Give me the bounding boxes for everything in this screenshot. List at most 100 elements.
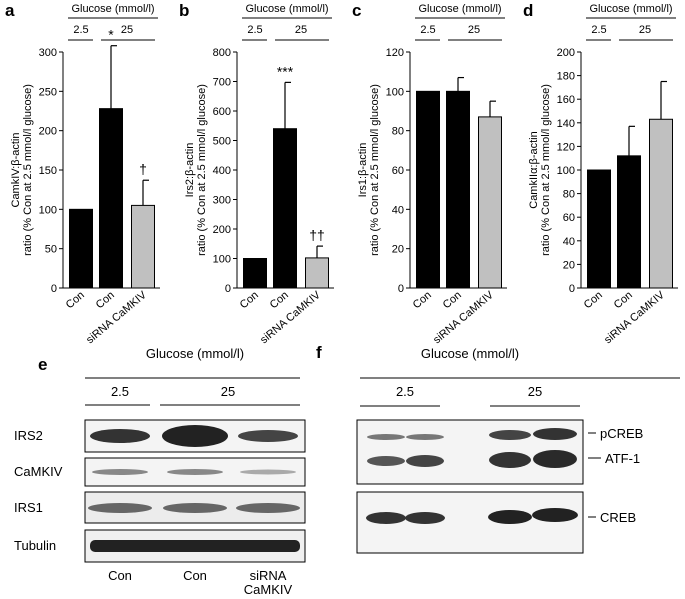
bar [131,204,155,289]
y-tick-label: 250 [39,86,57,98]
significance: †† [309,227,325,243]
group-label: 2.5 [247,24,262,36]
panel-label: a [5,1,15,20]
row-label: CaMKIV [14,464,63,479]
x-tick-label: Con [94,289,117,311]
bar [243,258,267,289]
y-tick-label: 160 [557,94,575,106]
x-tick-label: siRNA CaMKIV [84,289,149,347]
bar [649,118,673,289]
header: Glucose (mmol/l) [589,3,672,15]
panel-label: b [179,1,189,20]
bar [587,169,611,289]
y-tick-label: 500 [213,136,231,148]
band-label: ATF-1 [605,451,640,466]
band [533,450,577,468]
band [489,452,531,468]
band [163,503,227,513]
band [406,434,444,440]
y-tick-label: 140 [557,118,575,130]
x-tick-label: Con [238,289,261,311]
y-tick-label: 60 [563,212,575,224]
band [88,503,152,513]
significance: *** [277,63,294,79]
y-axis-label: ratio (% Con at 2.5 mmol/l glucose) [196,84,208,256]
lane-label: siRNA [250,568,287,583]
group-label: 25 [295,24,307,36]
y-tick-label: 60 [392,165,404,177]
lane-label: Con [183,568,207,583]
y-axis-label: ratio (% Con at 2.5 mmol/l glucose) [22,84,34,256]
y-tick-label: 80 [392,126,404,138]
y-tick-label: 400 [213,165,231,177]
y-tick-label: 100 [386,86,404,98]
group-label: 25 [639,24,651,36]
y-tick-label: 100 [557,165,575,177]
bar [305,257,329,289]
x-tick-label: Con [612,289,635,311]
y-tick-label: 600 [213,106,231,118]
group-label: 2.5 [73,24,88,36]
band [90,540,300,552]
panel-label: e [38,355,47,374]
bar [446,90,470,289]
y-axis-label: ratio (% Con at 2.5 mmol/l glucose) [369,84,381,256]
band [533,428,577,440]
panel-label: c [352,1,361,20]
blot-e: e Glucose (mmol/l) 2.5 25 IRS2 CaMKIV IR… [14,346,306,597]
y-axis-label: ratio (% Con at 2.5 mmol/l glucose) [540,84,552,256]
band [367,434,405,440]
band [406,455,444,467]
header: Glucose (mmol/l) [245,3,328,15]
y-tick-label: 0 [51,283,57,295]
lane-label: CaMKIV [244,582,293,597]
y-axis-label: CamkIV:β-actin [10,133,22,208]
band [90,429,150,443]
blot-f: f Glucose (mmol/l) 2.5 25 pCREB ATF-1 CR… [316,343,680,554]
y-tick-label: 800 [213,47,231,59]
bar [69,208,93,289]
x-tick-label: Con [64,289,87,311]
bar [617,155,641,289]
band [489,430,531,440]
y-tick-label: 0 [225,283,231,295]
y-tick-label: 100 [213,254,231,266]
bar [273,128,297,289]
group-label: 2.5 [111,384,129,399]
y-tick-label: 200 [557,47,575,59]
band [162,425,228,447]
y-tick-label: 200 [213,224,231,236]
row-label: IRS1 [14,500,43,515]
group-label: 2.5 [420,24,435,36]
x-tick-label: siRNA CaMKIV [431,289,496,347]
header: Glucose (mmol/l) [71,3,154,15]
y-tick-label: 300 [39,47,57,59]
bar [478,116,502,289]
group-label: 2.5 [396,384,414,399]
y-tick-label: 80 [563,189,575,201]
panel-label: f [316,343,322,362]
row-label: Tubulin [14,538,56,553]
group-label: 25 [528,384,542,399]
y-tick-label: 100 [39,204,57,216]
group-label: 25 [468,24,480,36]
y-tick-label: 50 [45,244,57,256]
significance: * [108,27,114,43]
y-tick-label: 20 [563,259,575,271]
band-label: pCREB [600,426,643,441]
significance: † [139,161,147,177]
band [366,512,406,524]
y-axis-label: Irs1:β-actin [357,143,369,198]
band [488,510,532,524]
bar [416,90,440,289]
x-tick-label: siRNA CaMKIV [602,289,667,347]
band [367,456,405,466]
band [240,469,296,475]
y-tick-label: 300 [213,195,231,207]
y-tick-label: 700 [213,77,231,89]
x-tick-label: Con [441,289,464,311]
y-tick-label: 120 [557,141,575,153]
blot-header: Glucose (mmol/l) [146,346,244,361]
blot-header: Glucose (mmol/l) [421,346,519,361]
